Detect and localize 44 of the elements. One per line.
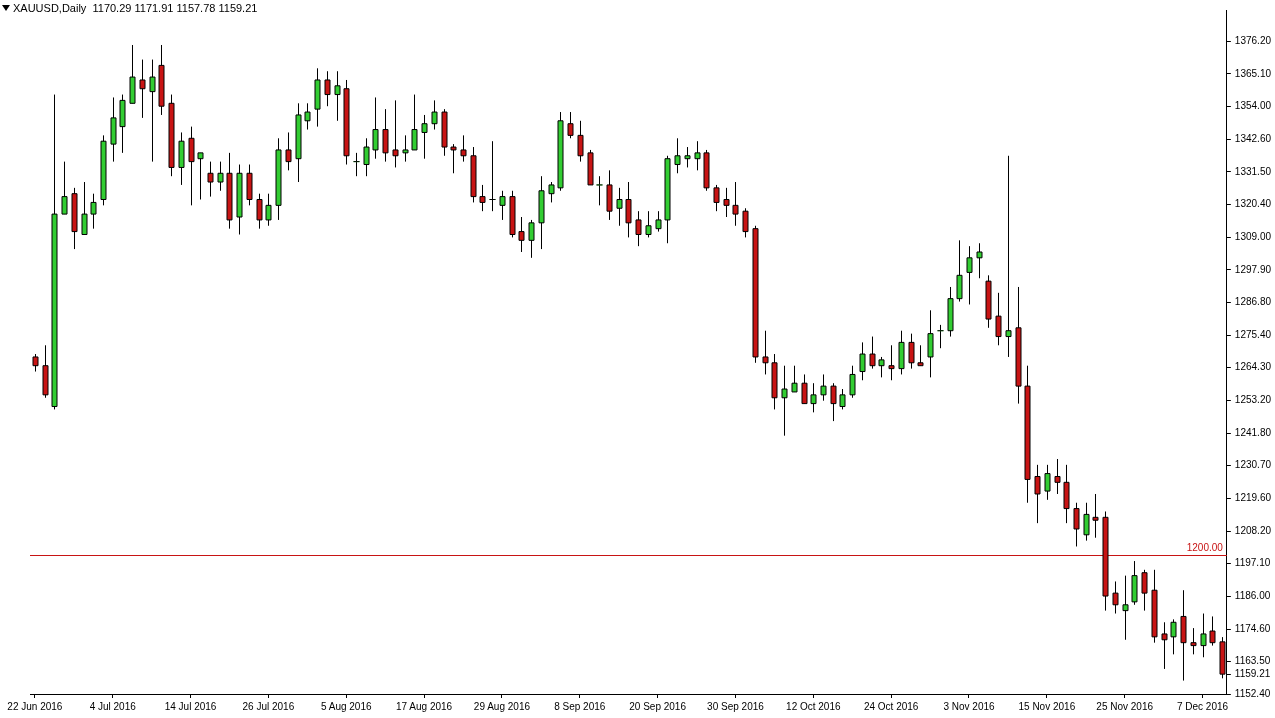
y-tick-label: 1286.80 xyxy=(1234,295,1272,307)
x-tick-label: 3 Nov 2016 xyxy=(943,700,995,712)
candlestick xyxy=(489,140,496,212)
y-tick-label: 1331.50 xyxy=(1234,165,1272,177)
x-tick-label: 12 Oct 2016 xyxy=(786,700,841,712)
x-tick-label: 7 Dec 2016 xyxy=(1176,700,1229,712)
chart-title: XAUUSD,Daily 1170.29 1171.91 1157.78 1159.21 xyxy=(13,2,258,14)
y-tick-label: 1275.40 xyxy=(1234,329,1272,341)
x-tick-label: 8 Sep 2016 xyxy=(554,700,606,712)
y-tick-label: 1159.21 xyxy=(1234,667,1271,679)
y-tick-label: 1354.00 xyxy=(1234,99,1272,111)
x-tick-label: 4 Jul 2016 xyxy=(89,700,137,712)
y-tick-label: 1241.80 xyxy=(1234,427,1272,439)
x-tick-label: 14 Jul 2016 xyxy=(164,700,217,712)
x-tick-label: 22 Jun 2016 xyxy=(7,700,63,712)
y-tick-label: 1309.00 xyxy=(1234,231,1272,243)
y-tick-label: 1365.10 xyxy=(1234,67,1272,79)
y-tick-label: 1230.70 xyxy=(1234,459,1272,471)
x-tick-label: 24 Oct 2016 xyxy=(863,700,919,712)
x-tick-label: 17 Aug 2016 xyxy=(396,700,453,712)
y-tick-label: 1253.20 xyxy=(1234,393,1272,405)
x-tick-label: 15 Nov 2016 xyxy=(1018,700,1076,712)
candlestick xyxy=(937,324,944,349)
y-tick-label: 1219.60 xyxy=(1234,491,1272,503)
y-tick-label: 1264.30 xyxy=(1234,361,1272,373)
ref-line-label: 1200.00 xyxy=(1186,541,1224,553)
candlestick xyxy=(353,152,360,177)
y-tick-label: 1376.20 xyxy=(1234,35,1272,47)
x-tick-label: 26 Jul 2016 xyxy=(242,700,295,712)
y-tick-label: 1197.10 xyxy=(1234,557,1271,569)
y-tick-label: 1297.90 xyxy=(1234,263,1272,275)
x-tick-label: 20 Sep 2016 xyxy=(629,700,687,712)
x-tick-label: 25 Nov 2016 xyxy=(1096,700,1154,712)
x-tick-label: 30 Sep 2016 xyxy=(707,700,765,712)
x-tick-label: 5 Aug 2016 xyxy=(320,700,372,712)
y-tick-label: 1320.40 xyxy=(1234,197,1272,209)
y-tick-label: 1186.00 xyxy=(1234,589,1271,601)
candlestick xyxy=(596,175,603,206)
y-tick-label: 1163.50 xyxy=(1234,655,1271,667)
y-tick-label: 1208.20 xyxy=(1234,525,1272,537)
x-tick-label: 29 Aug 2016 xyxy=(473,700,531,712)
y-tick-label: 1174.60 xyxy=(1234,623,1271,635)
y-tick-label: 1342.60 xyxy=(1234,133,1272,145)
y-tick-label: 1152.40 xyxy=(1234,687,1271,699)
